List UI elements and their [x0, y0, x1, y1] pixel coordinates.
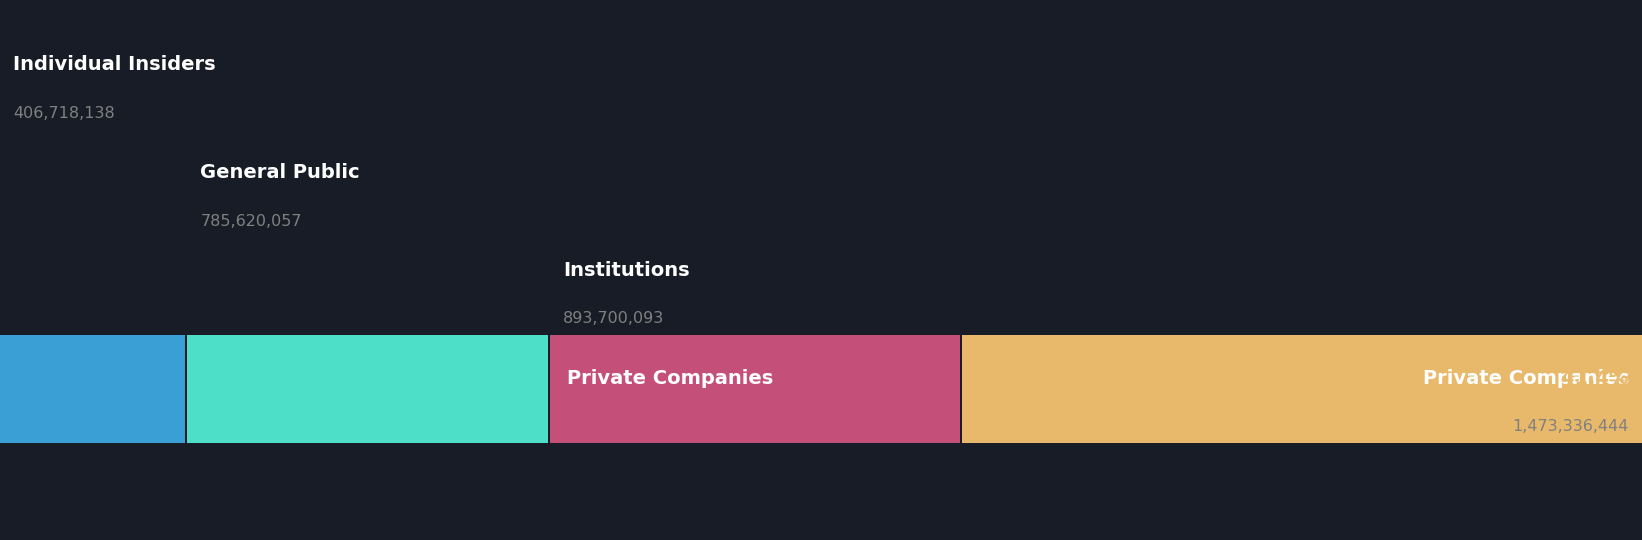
Text: Individual Insiders: Individual Insiders — [13, 55, 215, 75]
Text: 1,473,336,444: 1,473,336,444 — [1512, 419, 1629, 434]
Bar — [550, 335, 961, 443]
Bar — [187, 335, 548, 443]
Bar — [0, 335, 186, 443]
Text: Private Companies: Private Companies — [568, 368, 773, 388]
Text: 893,700,093: 893,700,093 — [563, 311, 665, 326]
Text: Private Companies: Private Companies — [1422, 368, 1629, 388]
Text: 785,620,057: 785,620,057 — [200, 214, 302, 229]
Bar — [962, 335, 1642, 443]
Text: 406,718,138: 406,718,138 — [13, 106, 115, 121]
Text: Institutions: Institutions — [563, 260, 690, 280]
Text: 41.4%: 41.4% — [1555, 368, 1629, 388]
Text: General Public: General Public — [200, 163, 360, 183]
